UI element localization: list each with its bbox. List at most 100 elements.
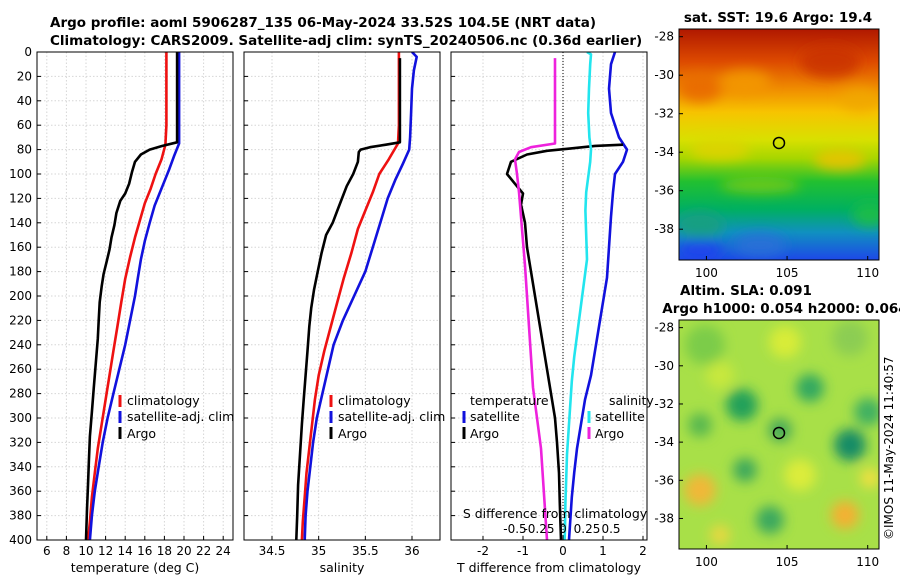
legend-title-temperature: temperature <box>470 393 549 408</box>
map-y-tick-label: -30 <box>654 359 674 373</box>
y-tick-label: 120 <box>9 191 32 205</box>
x-axis-label: T difference from climatology <box>456 560 642 575</box>
map-y-tick-label: -28 <box>654 30 674 44</box>
difference-panel: -2 -1 0 1 2 T difference from climatology S di… <box>450 51 648 575</box>
legend-label-argo: Argo <box>127 426 156 441</box>
map-y-tick-label: -34 <box>654 435 674 449</box>
y-tick-label: 20 <box>17 69 32 83</box>
map-y-tick-label: -38 <box>654 511 674 525</box>
sla-map-axes: 100 105 110 -28 -30 -32 -34 -36 -38 <box>654 321 879 569</box>
s-tick-label: -0.25 <box>523 522 554 536</box>
x-tick-label: 34.5 <box>259 544 286 558</box>
map-y-tick-label: -28 <box>654 321 674 335</box>
map-x-tick-label: 110 <box>856 555 879 569</box>
temperature-panel: 6 8 10 12 14 16 18 20 22 24 temperature (deg C) 0 20… <box>9 45 234 575</box>
map-y-tick-label: -38 <box>654 222 674 236</box>
series-line-climatology <box>86 52 168 540</box>
x-tick-label: -1 <box>517 544 529 558</box>
x-tick-label: 20 <box>176 544 191 558</box>
map-x-tick-label: 110 <box>856 266 879 280</box>
x-axis-label: salinity <box>320 560 365 575</box>
salinity-legend: climatology satellite-adj. clim Argo <box>329 393 445 441</box>
x-tick-label: 35 <box>311 544 326 558</box>
legend-label-satellite: satellite-adj. clim <box>338 409 445 424</box>
x-tick-label: 35.5 <box>352 544 379 558</box>
x-tick-label: 8 <box>63 544 71 558</box>
map-y-tick-label: -32 <box>654 107 674 121</box>
s-tick-label: -0.5 <box>503 522 526 536</box>
series-line-salinity-argo <box>513 58 557 540</box>
sla-field-texture <box>684 320 879 545</box>
map-y-tick-label: -36 <box>654 184 674 198</box>
y-tick-label: 100 <box>9 167 32 181</box>
map-x-tick-label: 105 <box>776 555 799 569</box>
argo-position-marker <box>772 136 786 150</box>
y-tick-label: 240 <box>9 338 32 352</box>
series-line-argo <box>295 58 402 540</box>
map-x-tick-label: 105 <box>776 266 799 280</box>
x-tick-label: 16 <box>137 544 152 558</box>
y-tick-label: 140 <box>9 216 32 230</box>
y-tick-label: 60 <box>17 118 32 132</box>
x-tick-label: 18 <box>157 544 172 558</box>
legend-label-argo: Argo <box>338 426 367 441</box>
sst-map: 100 105 110 -28 -30 -32 -34 -36 -38 <box>654 28 880 280</box>
map-x-tick-label: 100 <box>695 555 718 569</box>
y-tick-label: 400 <box>9 533 32 547</box>
legend-label-t-satellite: satellite <box>470 409 520 424</box>
y-tick-label: 40 <box>17 94 32 108</box>
sst-field-texture <box>679 46 879 260</box>
sla-map-subtitle: Argo h1000: 0.054 h2000: 0.064 <box>662 301 900 317</box>
argo-position-marker <box>772 426 786 440</box>
series-line-argo <box>84 52 179 540</box>
y-tick-label: 200 <box>9 289 32 303</box>
x-axis-label-top: S difference from climatology <box>463 506 648 521</box>
x-tick-label: 12 <box>98 544 113 558</box>
s-tick-label: 0.25 <box>574 522 601 536</box>
x-axis-label: temperature (deg C) <box>71 560 200 575</box>
series-group <box>505 52 629 540</box>
map-y-tick-label: -32 <box>654 397 674 411</box>
s-tick-label: 0 <box>559 522 567 536</box>
y-tick-label: 380 <box>9 509 32 523</box>
x-tick-label: 14 <box>118 544 133 558</box>
x-tick-label: 24 <box>216 544 231 558</box>
x-tick-label: 36 <box>404 544 419 558</box>
title-line-1: Argo profile: aoml 5906287_135 06-May-20… <box>50 15 596 31</box>
sla-map-title: Altim. SLA: 0.091 <box>680 283 812 299</box>
x-tick-label: -2 <box>477 544 489 558</box>
legend-label-s-argo: Argo <box>595 426 624 441</box>
y-tick-label: 340 <box>9 460 32 474</box>
y-tick-label: 180 <box>9 265 32 279</box>
title-line-2: Climatology: CARS2009. Satellite-adj cli… <box>50 33 642 49</box>
series-line-satellite-adj-clim <box>88 52 181 540</box>
y-tick-label: 300 <box>9 411 32 425</box>
y-tick-label: 320 <box>9 435 32 449</box>
map-y-tick-label: -34 <box>654 145 674 159</box>
legend-label-s-satellite: satellite <box>595 409 645 424</box>
sst-map-title: sat. SST: 19.6 Argo: 19.4 <box>684 10 872 26</box>
salinity-panel: 34.5 35 35.5 36 salinity <box>243 51 441 575</box>
y-tick-label: 260 <box>9 362 32 376</box>
series-group <box>84 52 181 540</box>
x-tick-label: 1 <box>599 544 607 558</box>
legend-label-t-argo: Argo <box>470 426 499 441</box>
x-tick-label: 0 <box>559 544 567 558</box>
y-tick-label: 0 <box>24 45 32 59</box>
legend-label-satellite: satellite-adj. clim <box>127 409 234 424</box>
series-line-temperature-satellite <box>567 52 629 540</box>
map-x-tick-label: 100 <box>695 266 718 280</box>
difference-legend: temperature salinity satellite Argo sate… <box>462 393 654 441</box>
x-tick-label: 10 <box>78 544 93 558</box>
copyright-text: ©IMOS 11-May-2024 11:40:57 <box>882 356 896 540</box>
legend-title-salinity: salinity <box>609 393 654 408</box>
map-y-tick-label: -36 <box>654 473 674 487</box>
series-line-climatology <box>300 52 401 540</box>
series-line-temperature-argo <box>505 143 624 540</box>
y-tick-label: 280 <box>9 387 32 401</box>
legend-label-climatology: climatology <box>338 393 411 408</box>
x-tick-label: 6 <box>43 544 51 558</box>
map-y-tick-label: -30 <box>654 68 674 82</box>
y-tick-label: 360 <box>9 484 32 498</box>
